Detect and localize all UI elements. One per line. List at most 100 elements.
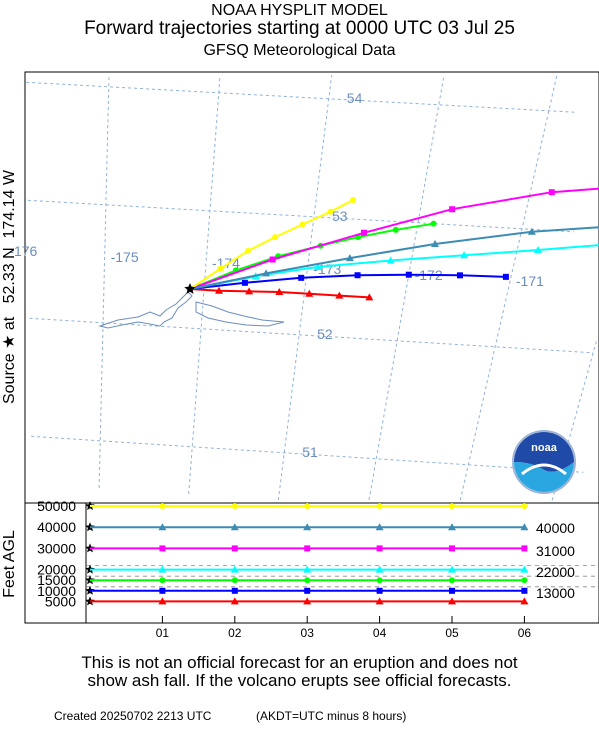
series-point	[431, 240, 440, 248]
series-point	[230, 597, 239, 605]
trajectory-series	[189, 226, 599, 290]
series-point	[272, 234, 279, 241]
height-tick-label: 30000	[37, 540, 76, 556]
source-star-icon	[184, 283, 196, 294]
series-point	[375, 597, 384, 605]
series-point	[262, 269, 271, 277]
source-side-label: Source ★ at 52.33 N 174.14 W	[1, 169, 18, 404]
x-tick-label: 02	[228, 626, 242, 640]
height-right-label: 22000	[536, 564, 575, 580]
source-star-icon	[184, 283, 196, 294]
trajectory-series	[189, 187, 599, 290]
series-point	[245, 287, 254, 295]
series-point	[534, 246, 543, 254]
series-point	[521, 587, 528, 594]
height-series	[90, 577, 528, 584]
series-point	[231, 577, 238, 584]
series-point	[241, 279, 248, 286]
height-tick-label: 10000	[37, 583, 76, 599]
series-point	[231, 545, 238, 552]
longitude-label: -175	[111, 249, 139, 265]
series-point	[521, 577, 528, 584]
height-series	[90, 597, 529, 605]
longitude-gridline	[459, 75, 558, 501]
series-point	[345, 254, 354, 262]
height-series	[90, 503, 528, 509]
series-point	[231, 503, 238, 509]
height-right-labels: 40000 31000 22000 13000	[536, 520, 575, 601]
height-series	[90, 565, 529, 573]
series-point	[303, 523, 312, 531]
chart-title-line3: GFSQ Meteorological Data	[203, 42, 396, 59]
series-point	[360, 229, 367, 236]
height-series	[90, 545, 528, 552]
series-point	[456, 272, 463, 279]
created-timestamp: Created 20250702 2213 UTC	[54, 709, 212, 723]
island-east	[195, 301, 285, 327]
series-point	[449, 545, 455, 552]
x-tick-label: 04	[373, 626, 387, 640]
series-point	[449, 587, 455, 594]
series-point	[303, 565, 312, 573]
series-point	[521, 503, 528, 509]
series-point	[158, 565, 167, 573]
series-point	[230, 565, 239, 573]
longitude-gridline	[277, 75, 333, 501]
latitude-label: 53	[332, 208, 348, 224]
series-point	[230, 523, 239, 531]
height-tick-label: 15000	[37, 572, 76, 588]
trajectory-lines	[189, 187, 599, 301]
disclaimer-line1: This is not an official forecast for an …	[81, 653, 518, 672]
series-point	[548, 189, 555, 196]
series-point	[313, 262, 322, 270]
island-west	[98, 291, 193, 329]
series-point	[159, 545, 166, 552]
height-series	[90, 587, 528, 594]
series-point	[275, 287, 284, 295]
trajectory-series	[189, 197, 357, 290]
chart-title-line2: Forward trajectories starting at 0000 UT…	[84, 18, 515, 39]
series-point	[231, 587, 238, 594]
timezone-note: (AKDT=UTC minus 8 hours)	[256, 709, 407, 723]
series-point	[448, 597, 456, 605]
longitude-labels: -176-175-174-173-172-171-170-169	[9, 243, 544, 289]
height-reference-lines	[87, 565, 598, 588]
series-point	[158, 523, 167, 531]
latitude-label: 51	[302, 444, 318, 460]
height-tick-label: 40000	[37, 519, 76, 535]
series-point	[304, 577, 311, 584]
series-point	[269, 256, 276, 263]
x-tick-label: 05	[445, 626, 459, 640]
trajectory-series	[189, 271, 509, 290]
height-right-label: 13000	[536, 585, 575, 601]
height-x-tick-labels: 01 02 03 04 05 06	[156, 616, 532, 640]
series-point	[449, 206, 456, 213]
latitude-gridline	[29, 317, 594, 354]
latitude-labels: 54 53 52 51	[302, 90, 362, 460]
series-point	[520, 565, 529, 573]
series-point	[520, 597, 529, 605]
latitude-label: 54	[347, 90, 363, 106]
series-point	[527, 227, 536, 235]
series-point	[335, 291, 344, 299]
series-point	[405, 271, 412, 278]
series-point	[448, 523, 456, 531]
series-point	[304, 545, 311, 552]
series-point	[448, 565, 456, 573]
series-point	[304, 503, 311, 509]
height-right-label: 31000	[536, 543, 575, 559]
longitude-gridline	[368, 75, 445, 501]
series-point	[449, 503, 455, 509]
latitude-gridline	[31, 435, 584, 473]
series-point	[376, 545, 383, 552]
x-tick-label: 01	[156, 626, 170, 640]
x-tick-label: 06	[518, 626, 532, 640]
series-point	[244, 247, 251, 254]
coastline	[98, 291, 285, 329]
disclaimer-line2: show ash fall. If the volcano erupts see…	[87, 671, 512, 690]
height-series	[90, 523, 529, 531]
series-point	[365, 293, 374, 301]
series-point	[305, 289, 314, 297]
longitude-label: -171	[516, 273, 544, 289]
